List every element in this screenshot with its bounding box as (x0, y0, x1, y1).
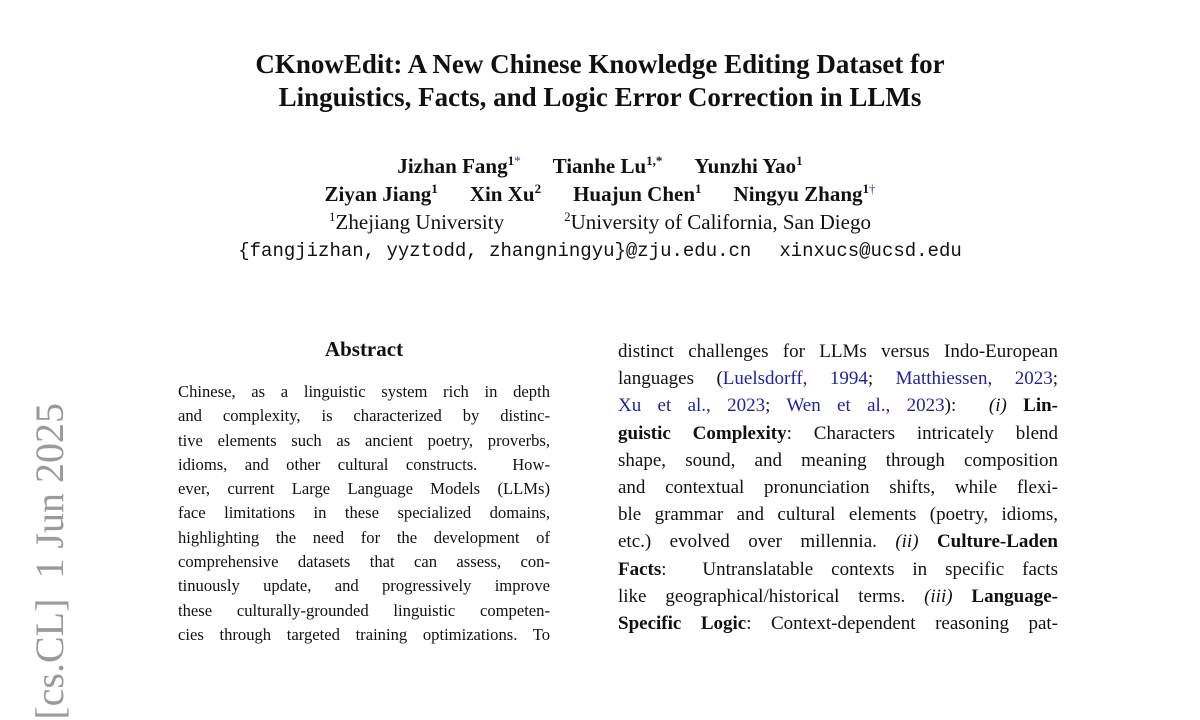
text-span: ble grammar and cultural elements (poetr… (618, 504, 1058, 526)
affiliation-mark: 1 (329, 209, 336, 224)
right-column: distinct challenges for LLMs versus Indo… (618, 338, 1058, 637)
text-line: languages (Luelsdorff, 1994; Matthiessen… (618, 365, 1058, 392)
author: Tianhe Lu1,* (553, 154, 663, 178)
abstract-line: and complexity, is characterized by dist… (178, 406, 550, 426)
text-span: like geographical/historical terms. (618, 585, 925, 607)
text-span (1007, 395, 1023, 416)
author: Ningyu Zhang1† (734, 182, 876, 206)
abstract-line: ever, current Large Language Models (LLM… (178, 479, 550, 499)
affiliation-name: Zhejiang University (335, 210, 505, 234)
author: Yunzhi Yao1 (694, 154, 802, 178)
affiliation: 2University of California, San Diego (564, 210, 871, 234)
text-span: ; (1052, 368, 1058, 390)
abstract-line: cies through targeted training optimizat… (178, 624, 550, 644)
text-span: guistic Complexity (618, 422, 787, 444)
affiliation-mark: 2 (564, 209, 571, 224)
text-span: ; (867, 368, 896, 390)
author-name: Ningyu Zhang (733, 182, 863, 206)
text-span: : Context-dependent reasoning pat- (746, 613, 1058, 635)
author: Ziyan Jiang1 (324, 182, 437, 206)
text-line: Facts: Untranslatable contexts in specif… (618, 556, 1058, 583)
author-affil-mark: 1 (431, 181, 438, 196)
text-span (953, 586, 972, 607)
abstract-line: Chinese, as a linguistic system rich in … (178, 382, 550, 401)
abstract-line: face limitations in these specialized do… (178, 503, 550, 523)
text-span: Specific Logic (618, 613, 747, 635)
author-name: Ziyan Jiang (324, 182, 432, 206)
author: Huajun Chen1 (573, 182, 701, 206)
text-span: (i) (988, 395, 1007, 417)
text-line: Xu et al., 2023; Wen et al., 2023): (i) … (618, 392, 1058, 419)
citation-link[interactable]: Wen et al., 2023 (786, 395, 945, 417)
author-name: Huajun Chen (573, 182, 696, 206)
author-note-mark: * (514, 153, 521, 168)
citation-link[interactable]: Matthiessen, 2023 (895, 368, 1053, 390)
author-note-mark: † (869, 181, 876, 196)
email: {fangjizhan, yyztodd, zhangningyu}@zju.e… (238, 240, 752, 262)
text-span: ): (944, 395, 989, 417)
authors: Jizhan Fang1* Tianhe Lu1,* Yunzhi Yao1 Ziya… (0, 152, 1200, 208)
author-affil-mark: 1 (507, 153, 515, 168)
title-line: CKnowEdit: A New Chinese Knowledge Editi… (255, 49, 945, 79)
author-row: Ziyan Jiang1 Xin Xu2 Huajun Chen1 Ningyu Zh… (0, 180, 1200, 208)
text-span: : Characters intricately blend (786, 422, 1059, 444)
text-span: (iii) (924, 585, 953, 607)
author-affil-mark: 2 (534, 181, 542, 196)
text-span: Culture-Laden (936, 531, 1059, 553)
affiliation: 1Zhejiang University (329, 210, 504, 234)
abstract-line: comprehensive datasets that can assess, … (178, 552, 550, 572)
author-affil-mark: 1,* (646, 153, 663, 168)
text-span: shape, sound, and meaning through compos… (618, 449, 1058, 471)
text-line: shape, sound, and meaning through compos… (618, 447, 1058, 474)
text-span: and contextual pronunciation shifts, whi… (618, 477, 1058, 499)
text-line: like geographical/historical terms. (iii… (618, 583, 1058, 610)
author: Jizhan Fang1* (397, 154, 520, 178)
emails: {fangjizhan, yyztodd, zhangningyu}@zju.e… (0, 240, 1200, 262)
abstract-line: highlighting the need for the developmen… (178, 527, 550, 547)
abstract-heading: Abstract (324, 337, 404, 361)
author-affil-mark: 1 (796, 153, 803, 168)
text-span: Lin- (1023, 395, 1058, 417)
text-span: languages ( (618, 368, 723, 390)
citation-link[interactable]: Xu et al., 2023 (618, 395, 766, 417)
abstract: Chinese, as a linguistic system rich in … (178, 380, 550, 647)
text-line: ble grammar and cultural elements (poetr… (618, 501, 1058, 528)
abstract-line: tive elements such as ancient poetry, pr… (178, 430, 550, 450)
author: Xin Xu2 (470, 182, 541, 206)
text-span: Language- (971, 585, 1058, 607)
text-span (919, 531, 937, 552)
abstract-line: idioms, and other cultural constructs. H… (178, 454, 550, 474)
abstract-line: these culturally-grounded linguistic com… (178, 600, 550, 620)
text-span: (ii) (895, 531, 919, 553)
text-span: : Untranslatable contexts in specific fa… (661, 558, 1058, 580)
text-span: ; (765, 395, 787, 417)
author-name: Yunzhi Yao (694, 154, 797, 178)
text-line: etc.) evolved over millennia. (ii) Cultu… (618, 528, 1058, 555)
text-line: and contextual pronunciation shifts, whi… (618, 474, 1058, 501)
text-span: distinct challenges for LLMs versus Indo… (618, 341, 1058, 362)
title-line: Linguistics, Facts, and Logic Error Corr… (278, 82, 922, 112)
author-affil-mark: 1 (695, 181, 702, 196)
author-name: Jizhan Fang (397, 154, 508, 178)
text-line: guistic Complexity: Characters intricate… (618, 420, 1058, 447)
author-row: Jizhan Fang1* Tianhe Lu1,* Yunzhi Yao1 (0, 152, 1200, 180)
author-affil-mark: 1 (862, 181, 870, 196)
email: xinxucs@ucsd.edu (779, 240, 962, 262)
text-line: distinct challenges for LLMs versus Indo… (618, 338, 1058, 365)
text-span: Facts (618, 558, 662, 580)
affiliation-name: University of California, San Diego (570, 210, 871, 234)
author-name: Xin Xu (469, 182, 535, 206)
page: [cs.CL] 1 Jun 2025 CKnowEdit: A New Chin… (0, 48, 1200, 720)
paper-title: CKnowEdit: A New Chinese Knowledge Editi… (0, 48, 1200, 114)
author-name: Tianhe Lu (552, 154, 647, 178)
arxiv-stamp: [cs.CL] 1 Jun 2025 (27, 403, 72, 720)
affiliations: 1Zhejiang University 2University of Calif… (0, 210, 1200, 235)
text-line: Specific Logic: Context-dependent reason… (618, 610, 1058, 637)
abstract-line: tinuously update, and progressively impr… (178, 576, 550, 596)
text-span: etc.) evolved over millennia. (618, 531, 896, 553)
citation-link[interactable]: Luelsdorff, 1994 (722, 368, 868, 390)
